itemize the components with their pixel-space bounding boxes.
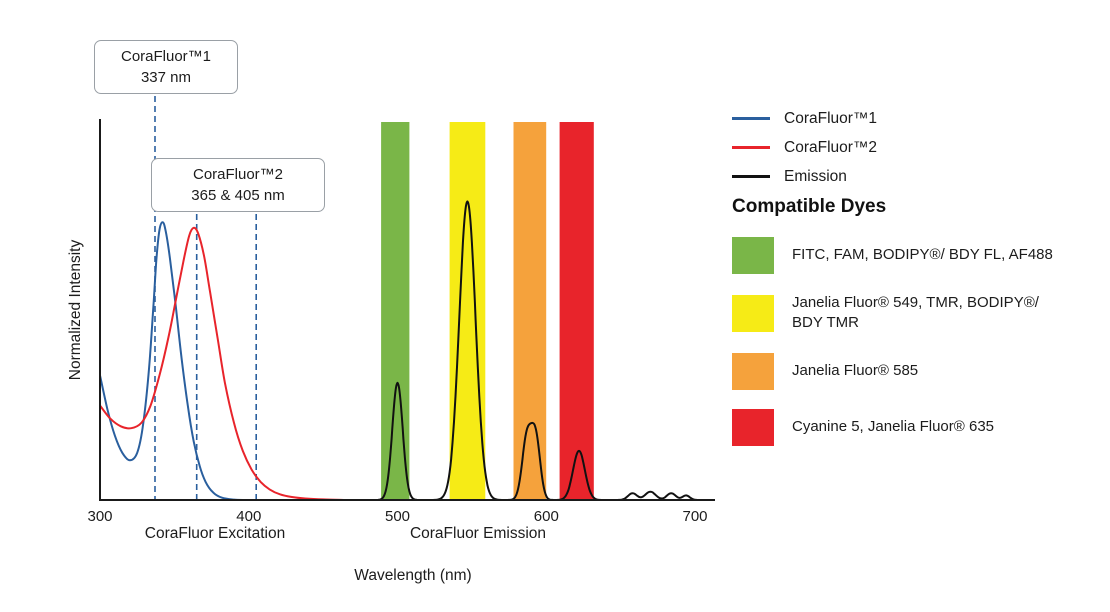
dye-label: Janelia Fluor® 585 xyxy=(792,361,919,379)
series-corafluor2 xyxy=(99,226,347,501)
filter-band-green xyxy=(381,122,410,500)
callout-corafluor1-value: 337 nm xyxy=(140,69,192,86)
callout-corafluor1: CoraFluor™1 337 nm xyxy=(94,40,238,94)
legend-label: CoraFluor™1 xyxy=(784,109,878,127)
red-filter-swatch-icon xyxy=(732,408,774,446)
legend-swatch-red-line-icon xyxy=(732,146,770,149)
legend-swatch-blue-line-icon xyxy=(732,117,770,120)
x-tick-label-600: 600 xyxy=(534,508,559,525)
legend-label: Emission xyxy=(784,167,847,185)
x-tick-label-500: 500 xyxy=(385,508,410,525)
legend-swatch-black-line-icon xyxy=(732,175,770,178)
callout-corafluor2: CoraFluor™2 365 & 405 nm xyxy=(151,158,325,212)
x-axis-title: Wavelength (nm) xyxy=(354,567,472,584)
yellow-filter-swatch-icon xyxy=(732,294,774,332)
callout-corafluor2-value: 365 & 405 nm xyxy=(191,187,285,204)
dye-item-red: Cyanine 5, Janelia Fluor® 635 xyxy=(732,408,1092,446)
dye-label: FITC, FAM, BODIPY®/ BDY FL, AF488 xyxy=(792,246,1053,264)
legend-item-corafluor1: CoraFluor™1 xyxy=(732,104,877,133)
callout-corafluor2-title: CoraFluor™2 xyxy=(192,166,284,183)
orange-filter-swatch-icon xyxy=(732,352,774,390)
green-filter-swatch-icon xyxy=(732,237,774,274)
x-tick-label-400: 400 xyxy=(236,508,261,525)
compatible-dyes-title: Compatible Dyes xyxy=(732,196,887,217)
x-tick-label-700: 700 xyxy=(682,508,707,525)
series-corafluor1 xyxy=(99,221,247,501)
dye-item-yellow: Janelia Fluor® 549, TMR, BODIPY®/ BDY TM… xyxy=(732,293,1092,334)
filter-band-yellow xyxy=(449,122,486,500)
x-axis-group-label-excitation: CoraFluor Excitation xyxy=(144,525,286,542)
x-tick-label-300: 300 xyxy=(87,508,112,525)
dye-item-orange: Janelia Fluor® 585 xyxy=(732,352,1092,390)
x-axis-group-label-emission: CoraFluor Emission xyxy=(409,525,547,542)
filter-band-orange xyxy=(513,122,547,500)
legend-item-corafluor2: CoraFluor™2 xyxy=(732,133,877,162)
dye-item-green: FITC, FAM, BODIPY®/ BDY FL, AF488 xyxy=(732,237,1092,274)
axes xyxy=(99,119,715,501)
y-axis-title: Normalized Intensity xyxy=(67,239,84,381)
legend: CoraFluor™1 CoraFluor™2 Emission xyxy=(732,104,877,191)
compatible-dyes-panel: Compatible Dyes FITC, FAM, BODIPY®/ BDY … xyxy=(732,196,1092,446)
dye-label: Janelia Fluor® 549, TMR, BODIPY®/ BDY TM… xyxy=(792,294,1039,332)
legend-item-emission: Emission xyxy=(732,162,877,191)
filter-band-red xyxy=(559,122,594,500)
callout-corafluor1-title: CoraFluor™1 xyxy=(120,48,212,65)
legend-label: CoraFluor™2 xyxy=(784,138,878,156)
series-emission xyxy=(340,200,714,502)
dye-label: Cyanine 5, Janelia Fluor® 635 xyxy=(792,417,995,435)
